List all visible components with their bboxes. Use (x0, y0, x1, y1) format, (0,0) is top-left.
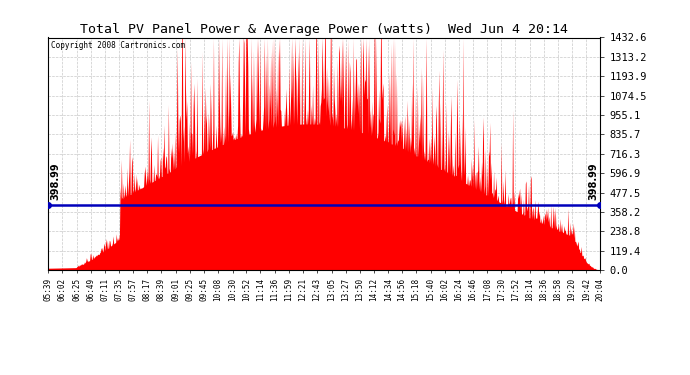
Text: 398.99: 398.99 (50, 163, 60, 200)
Text: Copyright 2008 Cartronics.com: Copyright 2008 Cartronics.com (51, 41, 185, 50)
Text: 398.99: 398.99 (589, 163, 598, 200)
Title: Total PV Panel Power & Average Power (watts)  Wed Jun 4 20:14: Total PV Panel Power & Average Power (wa… (80, 23, 569, 36)
